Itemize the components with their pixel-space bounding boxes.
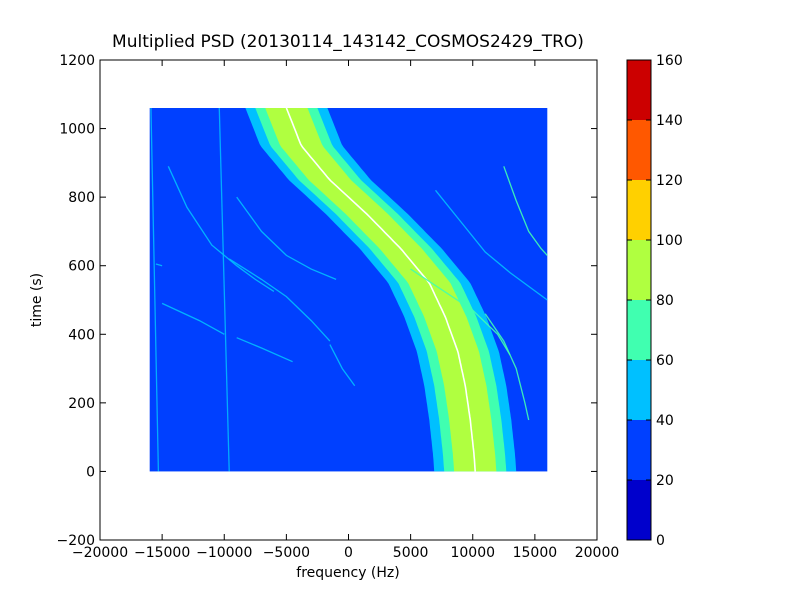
faint-curve-11: [155, 263, 163, 267]
faint-curve-9: [434, 189, 548, 301]
y-tick-label: 1000: [59, 122, 95, 138]
signal-ridge: [285, 107, 476, 472]
x-tick-label: 0: [344, 545, 353, 561]
y-tick-label: 200: [68, 396, 95, 412]
y-tick-label: 600: [68, 259, 95, 275]
faint-curve-5: [329, 344, 356, 387]
faint-curve-4: [236, 337, 293, 363]
x-tick-label: −5000: [263, 545, 310, 561]
y-tick-label: 400: [68, 327, 95, 343]
faint-curve-10: [503, 166, 548, 256]
x-tick-label: −20000: [72, 545, 128, 561]
y-tick-label: −200: [57, 533, 95, 549]
faint-curve-7: [410, 268, 511, 356]
colorbar-bin-4: [627, 300, 651, 360]
x-tick-label: 10000: [450, 545, 495, 561]
y-tick-label: 0: [86, 464, 95, 480]
x-tick-label: 20000: [575, 545, 620, 561]
faint-curve-2: [228, 258, 331, 342]
vertical-line-1: [150, 107, 160, 472]
signal-band-3: [265, 108, 497, 472]
colorbar-bin-3: [627, 360, 651, 420]
colorbar-bin-2: [627, 420, 651, 480]
plot-area: −20000 −15000 −10000 −5000 0 5000 10000 15000 20…: [57, 53, 620, 561]
colorbar-bin-6: [627, 180, 651, 240]
colorbar-bin-5: [627, 240, 651, 300]
chart-title: Multiplied PSD (20130114_143142_COSMOS24…: [112, 32, 584, 52]
y-tick-label: 800: [68, 190, 95, 206]
colorbar-tick-label: 100: [656, 233, 683, 249]
y-tick-label: 1200: [59, 53, 95, 69]
colorbar: 0 20 40 60 80 100 120 140 160: [626, 53, 683, 549]
y-axis-ticks: −200 0 200 400 600 800 1000 1200: [57, 53, 597, 549]
colorbar-bin-1: [627, 480, 651, 540]
colorbar-tick-label: 120: [656, 173, 683, 189]
colorbar-tick-label: 0: [656, 533, 665, 549]
colorbar-tick-label: 20: [656, 473, 674, 489]
x-tick-label: 15000: [513, 545, 558, 561]
heatmap: [149, 107, 548, 472]
faint-curve-3: [161, 302, 225, 335]
colorbar-tick-label: 140: [656, 113, 683, 129]
colorbar-tick-label: 60: [656, 353, 674, 369]
colorbar-bin-7: [627, 120, 651, 180]
x-tick-label: −15000: [134, 545, 190, 561]
faint-curve-6: [236, 196, 337, 281]
x-tick-label: 5000: [393, 545, 429, 561]
colorbar-tick-label: 40: [656, 413, 674, 429]
faint-curve-8: [484, 313, 530, 421]
x-tick-label: −10000: [196, 545, 252, 561]
faint-curve-1: [167, 166, 275, 292]
vertical-line-2: [218, 107, 230, 472]
x-axis-ticks: −20000 −15000 −10000 −5000 0 5000 10000 15000 20…: [72, 60, 619, 561]
y-axis-label: time (s): [29, 273, 45, 327]
x-axis-label: frequency (Hz): [296, 565, 399, 581]
colorbar-tick-label: 160: [656, 53, 683, 69]
colorbar-bin-8: [627, 60, 651, 120]
colorbar-tick-label: 80: [656, 293, 674, 309]
